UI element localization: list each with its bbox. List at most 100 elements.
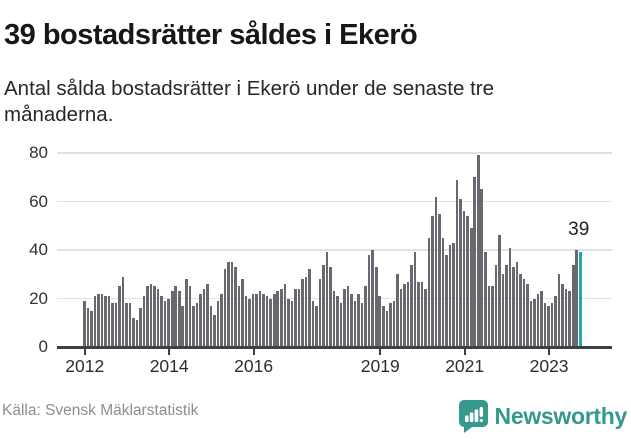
- bar: [498, 235, 501, 347]
- bar: [269, 298, 272, 347]
- bar: [533, 298, 536, 347]
- bar: [522, 279, 526, 347]
- bar: [139, 308, 142, 347]
- bar: [420, 281, 424, 347]
- x-axis-label: 2021: [445, 356, 485, 376]
- bar: [86, 308, 90, 347]
- newsworthy-wordmark: Newsworthy: [494, 403, 628, 429]
- bar: [287, 298, 290, 347]
- bar: [290, 300, 294, 347]
- bar: [413, 252, 417, 347]
- bar: [360, 303, 364, 347]
- bar: [543, 303, 547, 347]
- bar: [410, 264, 413, 347]
- x-axis-label: 2014: [149, 356, 189, 376]
- bar: [149, 283, 153, 347]
- bar: [206, 283, 209, 347]
- bar: [476, 155, 480, 347]
- bar: [111, 303, 114, 347]
- bar: [209, 305, 213, 347]
- gridline-y60: [57, 200, 612, 203]
- bar: [424, 288, 427, 347]
- y-axis-label: 0: [38, 337, 48, 356]
- bar: [364, 286, 367, 347]
- bar: [494, 264, 498, 347]
- bar: [427, 237, 431, 347]
- bar: [547, 305, 550, 347]
- bar: [114, 303, 118, 347]
- x-axis-tick: [379, 348, 382, 355]
- bar: [244, 296, 248, 347]
- bar: [294, 288, 297, 347]
- bar: [322, 264, 325, 347]
- bar: [357, 293, 360, 347]
- bar: [213, 315, 216, 347]
- bar: [491, 286, 494, 347]
- newsworthy-brand-link[interactable]: Newsworthy: [458, 399, 627, 434]
- bar: [389, 303, 392, 347]
- bar: [392, 300, 396, 347]
- bar: [174, 286, 178, 347]
- x-axis-label: 2023: [529, 356, 569, 376]
- bar: [262, 293, 265, 347]
- bar: [406, 281, 410, 347]
- bar: [146, 286, 149, 347]
- bar: [505, 264, 508, 347]
- y-axis-label: 80: [29, 143, 48, 162]
- bar: [571, 264, 575, 347]
- bar: [554, 296, 557, 347]
- bar: [223, 269, 227, 347]
- highlight-bar: [578, 252, 582, 347]
- bar: [515, 262, 519, 347]
- bar: [403, 283, 406, 347]
- y-axis-label: 40: [29, 240, 48, 259]
- bar: [353, 300, 357, 347]
- bar: [192, 305, 195, 347]
- bar: [378, 296, 382, 347]
- bar: [170, 291, 174, 347]
- x-axis-label: 2019: [360, 356, 400, 376]
- bar: [508, 247, 512, 347]
- bar: [301, 279, 304, 347]
- bar: [564, 288, 568, 347]
- x-axis-line: [57, 346, 612, 349]
- bar: [455, 179, 459, 347]
- bar: [336, 296, 339, 347]
- bar: [466, 216, 469, 347]
- bar: [529, 300, 533, 347]
- bar: [234, 266, 237, 347]
- bar: [431, 216, 434, 347]
- gridline-y40: [57, 249, 612, 251]
- page-title: 39 bostadsrätter såldes i Ekerö: [4, 19, 418, 52]
- bar: [188, 286, 192, 347]
- bar: [121, 276, 125, 347]
- bar: [272, 293, 276, 347]
- bar: [216, 300, 220, 347]
- bar: [550, 303, 554, 347]
- bar: [276, 291, 280, 347]
- bar: [374, 266, 378, 347]
- bar: [396, 274, 399, 347]
- bar: [283, 283, 287, 347]
- bar: [332, 291, 336, 347]
- bar: [445, 254, 448, 347]
- bar: [104, 296, 107, 347]
- bar: [279, 288, 283, 347]
- bar: [480, 189, 484, 347]
- bar: [241, 279, 244, 347]
- bar: [297, 288, 301, 347]
- bar: [512, 266, 515, 347]
- x-axis-tick: [168, 348, 171, 355]
- bar: [181, 305, 185, 347]
- bar: [107, 296, 111, 347]
- x-axis-tick: [548, 348, 551, 355]
- bar: [557, 274, 561, 347]
- bar: [385, 310, 389, 347]
- bar: [83, 300, 86, 347]
- bar: [230, 262, 234, 347]
- bar: [526, 283, 529, 347]
- bar: [399, 288, 403, 347]
- bar: [163, 300, 167, 347]
- gridline-y80: [57, 152, 612, 154]
